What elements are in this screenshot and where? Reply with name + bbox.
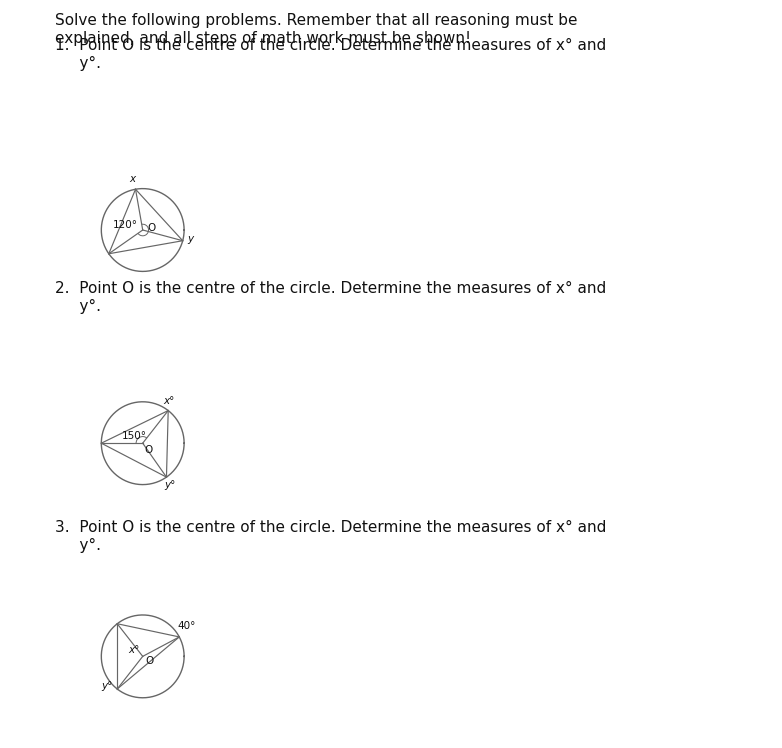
Text: 150°: 150° xyxy=(122,431,147,441)
Text: Solve the following problems. Remember that all reasoning must be: Solve the following problems. Remember t… xyxy=(55,13,577,28)
Text: O: O xyxy=(145,655,154,666)
Text: 120°: 120° xyxy=(113,220,138,230)
Text: y°: y° xyxy=(102,681,113,690)
Text: O: O xyxy=(148,223,156,233)
Text: y°.: y°. xyxy=(55,299,101,314)
Text: 40°: 40° xyxy=(178,621,196,631)
Text: x: x xyxy=(130,174,136,184)
Text: 1.  Point O is the centre of the circle. Determine the measures of x° and: 1. Point O is the centre of the circle. … xyxy=(55,38,606,53)
Text: 2.  Point O is the centre of the circle. Determine the measures of x° and: 2. Point O is the centre of the circle. … xyxy=(55,281,606,296)
Text: explained, and all steps of math work must be shown!: explained, and all steps of math work mu… xyxy=(55,31,471,46)
Text: x°: x° xyxy=(129,646,140,655)
Text: 3.  Point O is the centre of the circle. Determine the measures of x° and: 3. Point O is the centre of the circle. … xyxy=(55,520,606,535)
Text: y°.: y°. xyxy=(55,56,101,71)
Text: O: O xyxy=(145,445,152,456)
Text: y°: y° xyxy=(164,480,175,490)
Text: x°: x° xyxy=(163,396,174,405)
Text: y: y xyxy=(187,233,193,244)
Text: y°.: y°. xyxy=(55,538,101,553)
